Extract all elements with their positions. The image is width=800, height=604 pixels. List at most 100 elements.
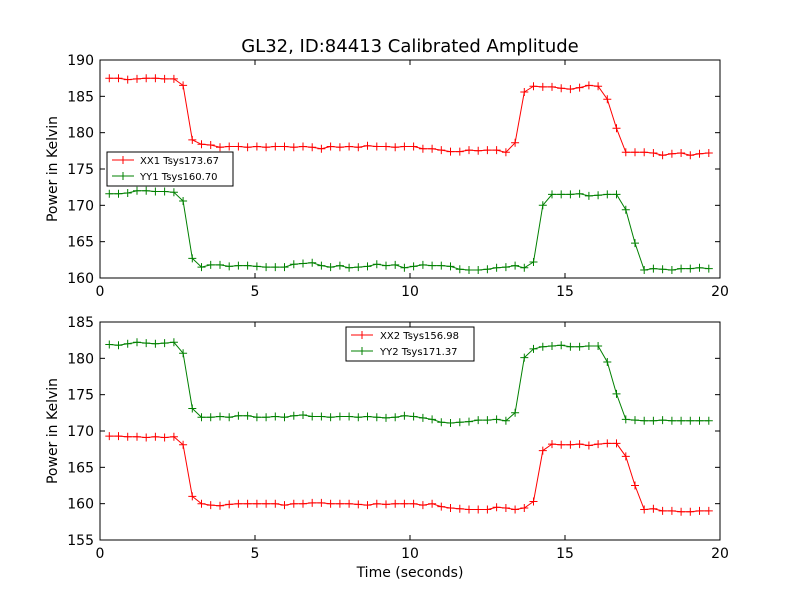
bottom-series-1-point <box>603 358 612 366</box>
bottom-series-1-point <box>123 339 132 348</box>
bottom-x-axis-label: Time (seconds) <box>356 565 464 581</box>
top-series-0-point <box>142 74 151 83</box>
top-series-1-point <box>695 263 704 272</box>
bottom-series-1-point <box>252 413 261 422</box>
top-series-1-point <box>308 258 317 267</box>
top-series-1-point <box>621 205 630 214</box>
top-series-0-point <box>584 81 593 90</box>
top-series-1-point <box>612 190 621 199</box>
bottom-series-1-point <box>317 412 326 421</box>
bottom-series-0-point <box>465 505 473 514</box>
bottom-series-0-point <box>363 501 372 510</box>
bottom-series-1-point <box>557 341 566 350</box>
bottom-series-0-point <box>658 506 667 515</box>
top-series-0-point <box>501 148 510 157</box>
top-series-0-point <box>197 140 206 149</box>
top-series-1-point <box>299 259 307 268</box>
top-series-1-point <box>418 260 427 269</box>
bottom-series-1-point <box>492 415 501 424</box>
top-series-1-point <box>169 188 178 197</box>
top-series-0-point <box>649 149 658 157</box>
top-series-1-point <box>667 266 676 274</box>
top-series-1-point <box>492 263 501 272</box>
top-series-0-point <box>188 135 197 144</box>
bottom-series-0-point <box>206 501 215 510</box>
bottom-series-0-point <box>455 504 464 513</box>
top-series-1-point <box>280 263 289 272</box>
top-series-1-point <box>188 254 197 263</box>
top-series-1-point <box>400 263 409 272</box>
top-series-0-point <box>621 148 630 157</box>
top-series-1-point <box>133 186 141 195</box>
top-series-1-point <box>529 258 538 266</box>
top-x-tick-label: 0 <box>96 284 105 300</box>
bottom-series-0-point <box>160 433 169 442</box>
chart-title: GL32, ID:84413 Calibrated Amplitude <box>241 36 579 57</box>
top-y-tick-label: 160 <box>67 271 94 287</box>
top-y-tick-label: 180 <box>67 126 94 142</box>
top-series-0-point <box>677 149 686 157</box>
top-series-1-point <box>225 262 234 271</box>
top-series-0-point <box>511 138 520 147</box>
top-series-0-point <box>105 74 114 83</box>
bottom-series-1-point <box>354 413 363 422</box>
bottom-series-0-point <box>252 499 261 508</box>
top-y-tick-label: 170 <box>67 198 94 214</box>
bottom-series-1-point <box>400 411 409 420</box>
bottom-series-1-point <box>382 413 390 422</box>
top-series-0-point <box>428 144 437 153</box>
bottom-series-0-point <box>308 498 317 507</box>
bottom-series-0-point <box>262 499 271 508</box>
bottom-series-1-point <box>483 416 492 425</box>
top-x-tick-label: 15 <box>556 284 574 300</box>
top-series-0-point <box>382 142 390 151</box>
bottom-series-1-point <box>501 416 510 425</box>
bottom-legend-label-xx2: XX2 Tsys156.98 <box>380 331 459 342</box>
bottom-series-0-point <box>446 504 455 512</box>
top-series-1-point <box>686 264 695 273</box>
bottom-series-0-point <box>603 439 612 448</box>
top-series-1-point <box>142 186 151 195</box>
bottom-series-1-point <box>206 413 215 422</box>
bottom-series-1-point <box>299 411 307 419</box>
top-series-0-point <box>354 143 363 152</box>
bottom-y-tick-label: 170 <box>67 424 94 440</box>
top-series-0-point <box>695 149 704 158</box>
bottom-series-1-point <box>649 416 658 425</box>
bottom-y-tick-label: 160 <box>67 497 94 513</box>
bottom-series-0-point <box>142 433 151 442</box>
top-series-1-point <box>243 261 252 270</box>
top-series-0-point <box>575 83 584 92</box>
top-series-0-point <box>520 88 529 96</box>
bottom-series-1-point <box>658 416 667 425</box>
bottom-series-0-point <box>335 499 344 508</box>
bottom-series-0-point <box>437 502 446 511</box>
top-x-tick-label: 5 <box>251 284 260 300</box>
bottom-series-1-point <box>566 342 575 351</box>
bottom-series-0-point <box>667 506 676 515</box>
top-series-1-point <box>252 262 261 271</box>
top-series-0-point <box>391 143 400 152</box>
bottom-series-1-point <box>474 416 483 425</box>
top-series-1-point <box>649 264 658 273</box>
top-series-1-point <box>557 190 566 199</box>
top-series-1-point <box>197 263 206 272</box>
bottom-series-0-point <box>428 499 437 508</box>
top-series-0-point <box>179 81 188 90</box>
top-series-1-point <box>677 264 686 273</box>
top-series-1-point <box>160 187 169 196</box>
top-x-tick-label: 20 <box>711 284 729 300</box>
bottom-series-1-point <box>548 342 556 350</box>
top-series-1-point <box>566 190 575 199</box>
bottom-series-0-point <box>548 440 556 449</box>
top-series-1-point <box>446 262 455 271</box>
bottom-series-0-point <box>631 481 639 490</box>
top-series-1-point <box>483 265 492 274</box>
bottom-series-1-point <box>243 411 252 420</box>
top-series-0-point <box>363 141 372 150</box>
bottom-series-0-point <box>391 499 400 508</box>
bottom-x-tick-label: 20 <box>711 546 729 562</box>
top-series-0-point <box>160 74 169 83</box>
top-series-1-point <box>658 265 667 274</box>
